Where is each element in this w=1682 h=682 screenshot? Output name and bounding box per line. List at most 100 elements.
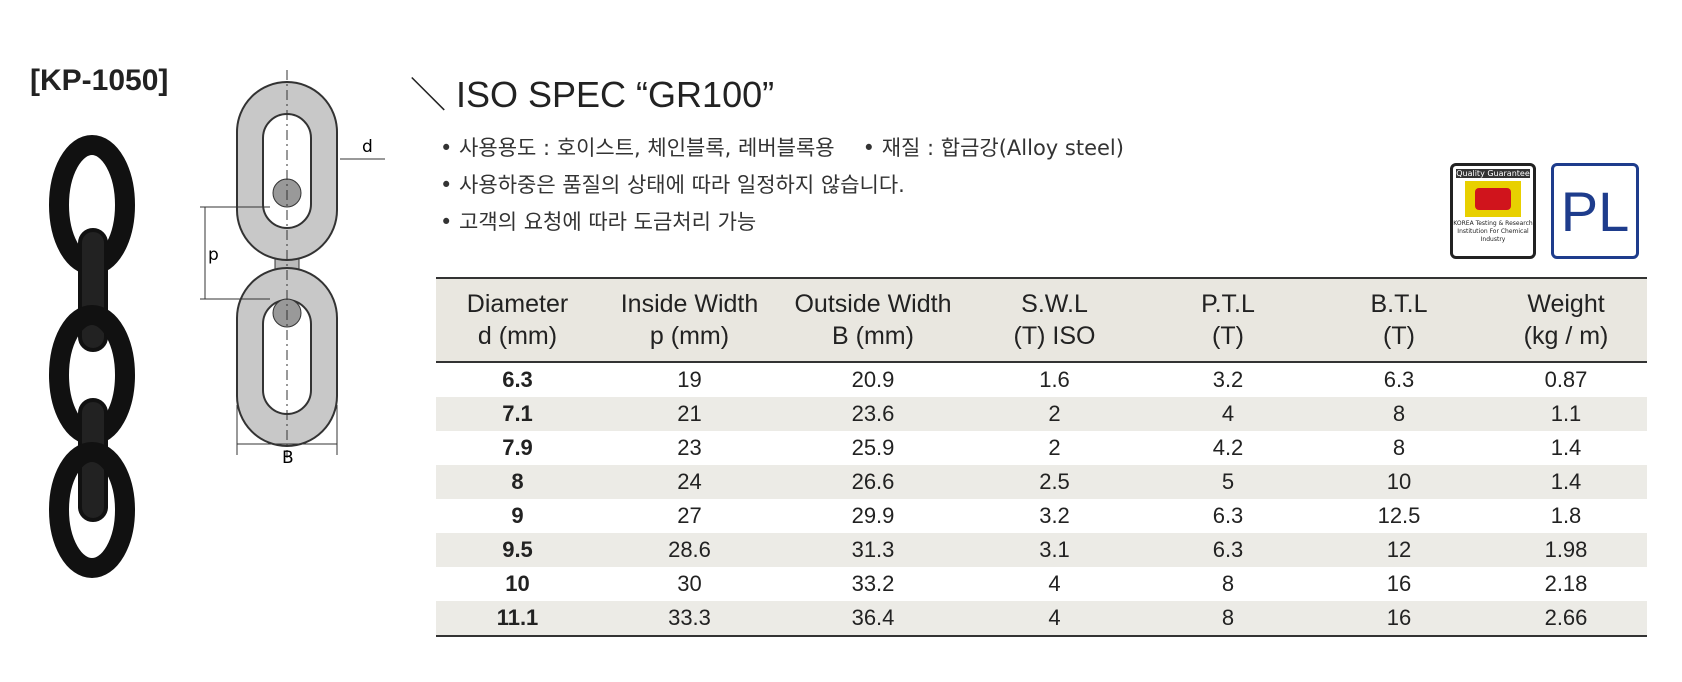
model-code: [KP-1050] <box>30 64 169 97</box>
label-p: p <box>208 245 219 265</box>
label-b: B <box>282 448 294 468</box>
spec-table: Diameter d (mm) Inside Width p (mm) Outside … <box>436 277 1647 637</box>
cell: 16 <box>1313 601 1485 637</box>
cell: 9 <box>511 503 524 528</box>
cell: 2.18 <box>1544 571 1588 596</box>
cell: 8 <box>1221 571 1235 596</box>
cell: 19 <box>677 367 702 392</box>
cell: 23 <box>677 435 702 460</box>
cell: 8 <box>1392 435 1406 460</box>
cell: 1.4 <box>1550 435 1582 460</box>
cell: 33.2 <box>851 571 895 596</box>
bullet-line: • 사용용도 : 호이스트, 체인블록, 레버블록용 • 재질 : 합금강(All… <box>440 130 1152 167</box>
cell: 36.4 <box>780 601 966 637</box>
cell: 28.6 <box>599 533 780 567</box>
header-cell: Weight (kg / m) <box>1485 277 1647 363</box>
cell: 1.8 <box>1550 503 1582 528</box>
cell: 3.2 <box>1039 503 1070 528</box>
cell: 8 <box>1313 397 1485 431</box>
table-row: 10 30 33.2 4 8 16 2.18 <box>436 567 1647 601</box>
cell: 7.1 <box>436 397 599 431</box>
cell: 4 <box>966 601 1143 637</box>
header-text: (T) <box>1383 322 1415 350</box>
table-row: 9 27 29.9 3.2 6.3 12.5 1.8 <box>436 499 1647 533</box>
header-text: (T) <box>1212 322 1244 350</box>
table-row: 6.3 19 20.9 1.6 3.2 6.3 0.87 <box>436 362 1647 397</box>
cell: 2.5 <box>966 465 1143 499</box>
table-row: 7.9 23 25.9 2 4.2 8 1.4 <box>436 431 1647 465</box>
cell: 1.4 <box>1485 465 1647 499</box>
table-row: 8 24 26.6 2.5 5 10 1.4 <box>436 465 1647 499</box>
cell: 4.2 <box>1212 435 1244 460</box>
label-d: d <box>362 137 373 157</box>
header-text: B (mm) <box>832 322 914 350</box>
cell: 10 <box>1313 465 1485 499</box>
cell: 23.6 <box>780 397 966 431</box>
cell: 25.9 <box>851 435 895 460</box>
cell: 6.3 <box>1143 533 1313 567</box>
bullet-line: • 고객의 요청에 따라 도금처리 가능 <box>440 204 1152 241</box>
cell: 8 <box>1143 601 1313 637</box>
header-text: Weight <box>1527 290 1605 318</box>
title: ＼ ISO SPEC “GR100” <box>410 74 775 115</box>
cell: 0.87 <box>1544 367 1588 392</box>
cell: 33.3 <box>599 601 780 637</box>
cell: 31.3 <box>780 533 966 567</box>
header-cell: Diameter d (mm) <box>436 277 599 363</box>
logo-mark <box>1465 181 1521 217</box>
header-cell: Outside Width B (mm) <box>780 277 966 363</box>
cell: 2 <box>1048 435 1061 460</box>
cell: 9.5 <box>436 533 599 567</box>
quality-logo: Quality Guarantee KOREA Testing & Resear… <box>1450 163 1536 259</box>
cell: 5 <box>1143 465 1313 499</box>
cell: 4 <box>1143 397 1313 431</box>
header-text: S.W.L <box>1021 290 1088 318</box>
header-text: (kg / m) <box>1523 322 1609 350</box>
header-text: Inside Width <box>620 290 759 318</box>
header-text: Outside Width <box>794 290 952 318</box>
cell: 8 <box>436 465 599 499</box>
cell: 26.6 <box>780 465 966 499</box>
illustrations: d p B <box>49 70 385 578</box>
cell: 1.1 <box>1485 397 1647 431</box>
header-cell: S.W.L (T) ISO <box>966 277 1143 363</box>
bullet-list: • 사용용도 : 호이스트, 체인블록, 레버블록용 • 재질 : 합금강(All… <box>440 130 1152 241</box>
cell: 29.9 <box>851 503 895 528</box>
header-text: B.T.L <box>1370 290 1428 318</box>
cell: 21 <box>599 397 780 431</box>
cell: 6.3 <box>1212 503 1244 528</box>
cell: 24 <box>599 465 780 499</box>
bullet: • 고객의 요청에 따라 도금처리 가능 <box>440 210 757 234</box>
cell: 7.9 <box>502 435 533 460</box>
header-cell: Inside Width p (mm) <box>599 277 780 363</box>
header-text: (T) ISO <box>1013 322 1096 350</box>
table-row: 11.1 33.3 36.4 4 8 16 2.66 <box>436 601 1647 637</box>
cell: 6.3 <box>502 367 533 392</box>
logo-caption: KOREA Testing & Research Institution For… <box>1453 220 1533 243</box>
bullet-line: • 사용하중은 품질의 상태에 따라 일정하지 않습니다. <box>440 167 1152 204</box>
cell: 3.2 <box>1212 367 1244 392</box>
header-text: P.T.L <box>1201 290 1255 318</box>
cell: 1.98 <box>1485 533 1647 567</box>
pl-logo: PL <box>1551 163 1639 259</box>
chain-diagram: d p B <box>200 70 385 468</box>
cell: 2.66 <box>1485 601 1647 637</box>
cell: 12 <box>1313 533 1485 567</box>
logo-title: Quality Guarantee <box>1456 169 1530 178</box>
chain-photo <box>49 135 135 578</box>
cell: 3.1 <box>966 533 1143 567</box>
table-row: 7.1 21 23.6 2 4 8 1.1 <box>436 397 1647 431</box>
bullet: • 사용용도 : 호이스트, 체인블록, 레버블록용 <box>440 136 835 160</box>
header-row: Diameter d (mm) Inside Width p (mm) Outside … <box>436 277 1647 363</box>
table-row: 9.5 28.6 31.3 3.1 6.3 12 1.98 <box>436 533 1647 567</box>
header-text: p (mm) <box>649 322 730 350</box>
cell: 1.6 <box>1039 367 1070 392</box>
cell: 11.1 <box>436 601 599 637</box>
header-cell: P.T.L (T) <box>1143 277 1313 363</box>
cell: 12.5 <box>1377 503 1421 528</box>
header-text: Diameter <box>466 290 569 318</box>
cell: 10 <box>505 571 530 596</box>
bullet: • 사용하중은 품질의 상태에 따라 일정하지 않습니다. <box>440 173 905 197</box>
bullet: • 재질 : 합금강(Alloy steel) <box>862 136 1124 160</box>
